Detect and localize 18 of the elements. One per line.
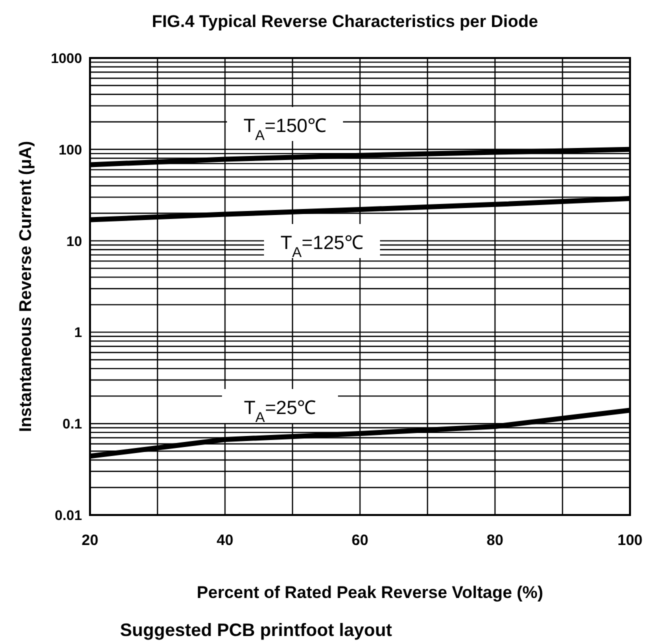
x-tick-label: 100 (617, 532, 643, 549)
y-tick-label: 100 (58, 141, 82, 158)
y-tick-label: 10 (66, 232, 82, 249)
chart-title: FIG.4 Typical Reverse Characteristics per Diode (152, 12, 538, 31)
y-tick-label: 1 (74, 324, 82, 340)
series-label: T$_{A}$=150℃ (244, 116, 326, 144)
y-tick-label: 0.01 (54, 507, 82, 523)
y-tick-label: 0.1 (62, 416, 82, 432)
y-tick-label: 1000 (50, 50, 82, 66)
y-axis-title: Instantaneous Reverse Current (μA) (16, 141, 35, 432)
x-axis-title: Percent of Rated Peak Reverse Voltage (%) (196, 583, 544, 602)
x-tick-label: 60 (352, 532, 368, 549)
x-tick-label: 40 (216, 532, 234, 549)
x-tick-label: 20 (82, 532, 98, 549)
text: Suggested PCB printfoot layout (120, 620, 392, 640)
series-label: T$_{A}$=125℃ (280, 233, 364, 261)
series-label: T$_{A}$=25℃ (244, 398, 316, 426)
x-tick-label: 80 (486, 532, 504, 549)
